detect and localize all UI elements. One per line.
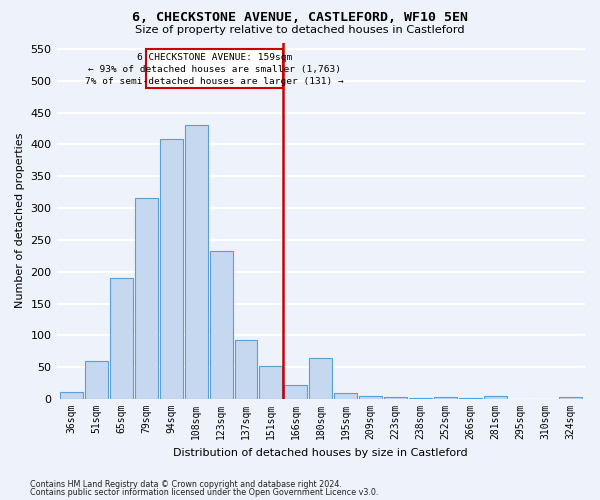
Text: Contains HM Land Registry data © Crown copyright and database right 2024.: Contains HM Land Registry data © Crown c… <box>30 480 342 489</box>
Bar <box>559 397 581 399</box>
Bar <box>284 385 307 399</box>
Bar <box>160 140 182 399</box>
Text: 6 CHECKSTONE AVENUE: 159sqm: 6 CHECKSTONE AVENUE: 159sqm <box>137 53 292 62</box>
Bar <box>434 396 457 399</box>
Bar <box>310 358 332 399</box>
Bar <box>259 366 283 399</box>
Bar <box>409 398 432 399</box>
Bar <box>209 252 233 399</box>
Text: 6, CHECKSTONE AVENUE, CASTLEFORD, WF10 5EN: 6, CHECKSTONE AVENUE, CASTLEFORD, WF10 5… <box>132 11 468 24</box>
Y-axis label: Number of detached properties: Number of detached properties <box>15 133 25 308</box>
Bar <box>146 49 283 88</box>
X-axis label: Distribution of detached houses by size in Castleford: Distribution of detached houses by size … <box>173 448 468 458</box>
Bar <box>185 126 208 399</box>
Bar <box>334 392 357 399</box>
Bar <box>359 396 382 399</box>
Bar <box>235 340 257 399</box>
Bar <box>135 198 158 399</box>
Text: Size of property relative to detached houses in Castleford: Size of property relative to detached ho… <box>135 25 465 35</box>
Text: 7% of semi-detached houses are larger (131) →: 7% of semi-detached houses are larger (1… <box>85 76 344 86</box>
Bar <box>459 398 482 399</box>
Text: ← 93% of detached houses are smaller (1,763): ← 93% of detached houses are smaller (1,… <box>88 65 341 74</box>
Bar <box>110 278 133 399</box>
Bar <box>384 396 407 399</box>
Bar <box>60 392 83 399</box>
Bar <box>484 396 507 399</box>
Text: Contains public sector information licensed under the Open Government Licence v3: Contains public sector information licen… <box>30 488 379 497</box>
Bar <box>85 361 108 399</box>
